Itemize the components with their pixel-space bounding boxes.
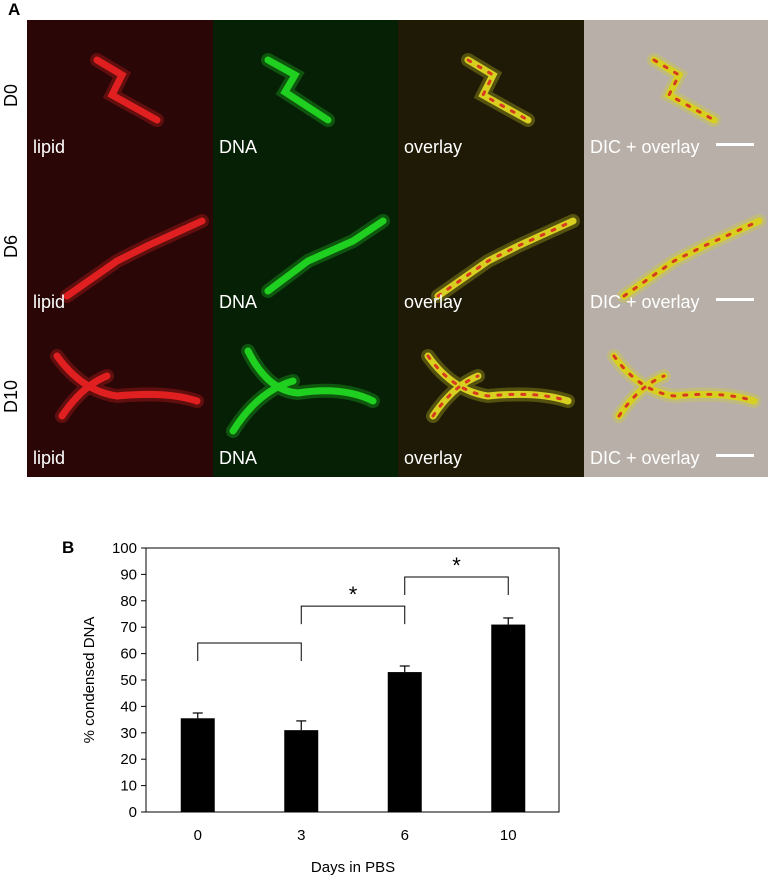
cell-glow xyxy=(607,349,761,423)
cell-body xyxy=(620,217,763,300)
bacteria-image xyxy=(431,214,580,303)
y-tick-label: 20 xyxy=(120,751,137,768)
bacteria-image xyxy=(226,344,380,438)
y-tick-label: 10 xyxy=(120,778,137,795)
scale-bar xyxy=(716,298,754,301)
micrograph-d6-dna: DNA xyxy=(213,166,398,321)
x-tick-label: 6 xyxy=(401,827,409,844)
y-tick-label: 0 xyxy=(129,804,137,821)
micrograph-d6-overlay: overlay xyxy=(398,166,584,321)
row-label-d0: D0 xyxy=(1,83,21,107)
channel-label: overlay xyxy=(404,448,463,468)
bacteria-image xyxy=(261,214,390,298)
significance-bracket xyxy=(404,576,509,596)
micrograph-d10-dna: DNA xyxy=(213,321,398,477)
lipid-speckles xyxy=(466,58,530,122)
cell-body xyxy=(434,217,577,300)
bar-day-10 xyxy=(491,624,526,812)
significance-bracket xyxy=(197,642,302,662)
cell-glow xyxy=(50,349,204,423)
micrograph-d6-lipid: lipid xyxy=(27,166,213,321)
bar-day-0 xyxy=(180,718,215,812)
cell-body xyxy=(93,56,161,124)
y-axis-title: % condensed DNA xyxy=(81,617,98,744)
channel-label: DIC + overlay xyxy=(590,448,700,468)
bacteria-image xyxy=(60,214,209,303)
y-tick-label: 90 xyxy=(120,566,137,583)
bar-day-3 xyxy=(284,730,319,812)
bar-day-6 xyxy=(387,672,422,812)
channel-label: DNA xyxy=(219,448,258,468)
microscopy-grid: D0 lipid DNA overlay DIC + overlay D6 lipid DNA… xyxy=(1,20,768,477)
x-tick-label: 3 xyxy=(297,827,305,844)
lipid-speckles xyxy=(652,58,716,122)
bacteria-image xyxy=(90,53,164,127)
bacteria-image xyxy=(50,349,204,423)
micrograph-d0-lipid: lipid xyxy=(27,20,213,166)
chart-svg: 0 10 20 30 40 50 60 70 80 90 100 0 3 6 10 * * Days in PBS… xyxy=(81,540,560,876)
significance-star: * xyxy=(452,553,461,578)
y-tick-label: 100 xyxy=(112,540,137,557)
bacteria-image xyxy=(647,53,721,127)
channel-label: DIC + overlay xyxy=(590,137,700,157)
cell-body xyxy=(229,347,377,435)
channel-label: DNA xyxy=(219,292,258,312)
bacteria-image xyxy=(461,53,535,127)
micrograph-d0-dna: DNA xyxy=(213,20,398,166)
cell-body xyxy=(53,352,201,420)
panel-b-letter: B xyxy=(62,538,75,557)
scale-bar xyxy=(716,454,754,457)
x-tick-label: 0 xyxy=(194,827,202,844)
scale-bar xyxy=(716,143,754,146)
y-tick-label: 60 xyxy=(120,646,137,663)
micrograph-d10-overlay: overlay xyxy=(398,321,584,477)
row-label-d10: D10 xyxy=(1,379,21,413)
significance-star: * xyxy=(349,582,358,607)
bacteria-image xyxy=(261,53,335,127)
micrograph-d10-lipid: lipid xyxy=(27,321,213,477)
cell-glow xyxy=(421,349,575,423)
cell-body xyxy=(63,217,206,300)
x-tick-label: 10 xyxy=(500,827,517,844)
y-tick-label: 70 xyxy=(120,619,137,636)
micrograph-d0-dic-overlay: DIC + overlay xyxy=(584,20,768,166)
micrograph-d6-dic-overlay: DIC + overlay xyxy=(584,166,768,321)
lipid-speckles xyxy=(612,354,756,418)
lipid-speckles xyxy=(426,354,570,418)
channel-label: DNA xyxy=(219,137,258,157)
channel-label: overlay xyxy=(404,292,463,312)
channel-label: lipid xyxy=(33,137,66,157)
x-axis-title: Days in PBS xyxy=(311,859,395,875)
micrograph-d10-dic-overlay: DIC + overlay xyxy=(584,321,768,477)
bacteria-image xyxy=(421,349,575,423)
row-label-d6: D6 xyxy=(1,234,21,258)
bacteria-image xyxy=(607,349,761,423)
cell-body xyxy=(264,217,387,295)
micrograph-d0-overlay: overlay xyxy=(398,20,584,166)
significance-bracket xyxy=(300,605,406,625)
panel-a-letter: A xyxy=(8,0,21,19)
channel-label: lipid xyxy=(33,292,66,312)
y-tick-label: 40 xyxy=(120,698,137,715)
bacteria-image xyxy=(617,214,766,303)
y-tick-label: 30 xyxy=(120,725,137,742)
channel-label: lipid xyxy=(33,448,66,468)
y-tick-label: 50 xyxy=(120,672,137,689)
bar-chart: 0 10 20 30 40 50 60 70 80 90 100 0 3 6 10 * * Days in PBS… xyxy=(60,535,560,876)
channel-label: DIC + overlay xyxy=(590,292,700,312)
y-tick-label: 80 xyxy=(120,593,137,610)
cell-body xyxy=(264,56,332,124)
channel-label: overlay xyxy=(404,137,463,157)
